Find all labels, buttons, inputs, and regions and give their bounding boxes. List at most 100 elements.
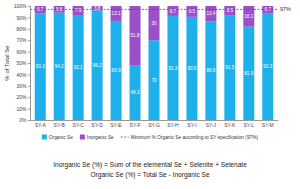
- tick-label: 70%: [16, 37, 27, 43]
- tick: SY-B: [54, 120, 66, 128]
- data-label: 96.2: [93, 63, 102, 68]
- tick-mark: [28, 86, 30, 87]
- data-label: 93.3: [263, 64, 272, 69]
- bar: [130, 6, 141, 65]
- bar: [130, 65, 141, 120]
- bar: [54, 13, 65, 120]
- tick-mark: [28, 29, 30, 30]
- legend-swatch: [121, 137, 129, 138]
- data-label: 93.3: [36, 64, 45, 69]
- legend-item: Organic Se: [42, 135, 73, 140]
- tick: 0%: [19, 117, 30, 123]
- tick-label: SY-A: [35, 122, 47, 128]
- data-label: 8.5: [227, 8, 234, 13]
- data-label: 51.8: [131, 33, 140, 38]
- tick: SY-L: [243, 120, 254, 128]
- data-label: 6.7: [37, 7, 44, 12]
- reference-label: 97%: [280, 6, 291, 12]
- data-label: 13.1: [112, 11, 121, 16]
- bar: [243, 27, 254, 120]
- reference-line: [30, 9, 278, 10]
- tick-label: SY-E: [110, 122, 122, 128]
- bar: [73, 15, 84, 120]
- data-label: 9.5: [189, 9, 196, 14]
- tick: 80%: [16, 26, 30, 32]
- tick-mark: [28, 74, 30, 75]
- data-label: 18.1: [244, 14, 253, 19]
- bar: [35, 14, 46, 120]
- legend-label: Organic Se: [49, 135, 73, 140]
- bar: [205, 21, 216, 120]
- data-label: 48.2: [131, 90, 140, 95]
- data-labels: 93.394.292.196.286.948.27091.390.586.691…: [36, 6, 273, 95]
- data-label: 5.8: [56, 7, 63, 12]
- tick: SY-C: [72, 120, 84, 128]
- legend-swatch: [80, 135, 85, 140]
- tick-label: SY-I: [187, 122, 196, 128]
- data-label: 91.3: [168, 66, 177, 71]
- tick-label: 90%: [16, 15, 27, 21]
- tick: 30%: [16, 83, 30, 89]
- bar: [92, 10, 103, 120]
- data-label: 81.9: [244, 71, 253, 76]
- bar: [111, 21, 122, 120]
- bar: [111, 6, 122, 21]
- bars: [30, 6, 278, 120]
- note: Organic Se (%) = Total Se - Inorganic Se: [90, 171, 210, 179]
- tick: SY-K: [224, 120, 236, 128]
- chart: 93.394.292.196.286.948.27091.390.586.691…: [0, 0, 300, 189]
- plot: 93.394.292.196.286.948.27091.390.586.691…: [14, 3, 291, 127]
- bar: [186, 17, 197, 120]
- tick-label: 40%: [16, 72, 27, 78]
- data-label: 86.9: [112, 68, 121, 73]
- tick: SY-G: [148, 120, 160, 128]
- tick: SY-I: [187, 120, 196, 128]
- bar: [224, 6, 235, 16]
- bar: [149, 6, 160, 40]
- tick-label: SY-K: [224, 122, 236, 128]
- legend-label: Minimum % Organic Se according to SY spe…: [131, 135, 259, 140]
- tick: 40%: [16, 72, 30, 78]
- tick-mark: [28, 40, 30, 41]
- data-label: 13.4: [206, 11, 215, 16]
- tick: 70%: [16, 37, 30, 43]
- tick-label: SY-M: [262, 122, 274, 128]
- legend-label: Inorganic Se: [87, 135, 114, 140]
- tick-label: 50%: [16, 60, 27, 66]
- bar: [186, 6, 197, 17]
- bar: [167, 6, 178, 16]
- tick-label: SY-H: [167, 122, 179, 128]
- legend-swatch: [42, 135, 47, 140]
- bar: [73, 6, 84, 15]
- tick-mark: [28, 6, 30, 7]
- tick-label: SY-F: [130, 122, 141, 128]
- tick-label: 100%: [14, 3, 27, 9]
- tick: 60%: [16, 49, 30, 55]
- tick: SY-E: [110, 120, 122, 128]
- bar: [224, 16, 235, 120]
- bar: [205, 6, 216, 21]
- data-label: 86.6: [206, 68, 215, 73]
- tick-label: 10%: [16, 106, 27, 112]
- tick: SY-D: [91, 120, 103, 128]
- tick-label: 20%: [16, 94, 27, 100]
- legend-item: Inorganic Se: [80, 135, 114, 140]
- tick-label: SY-L: [243, 122, 254, 128]
- tick-label: SY-J: [206, 122, 217, 128]
- data-label: 30: [151, 21, 157, 26]
- data-label: 92.1: [74, 65, 83, 70]
- tick: SY-A: [35, 120, 47, 128]
- legend-item: Minimum % Organic Se according to SY spe…: [121, 135, 259, 140]
- tick-label: SY-D: [91, 122, 103, 128]
- x-axis: SY-A SY-B SY-C SY-D SY-E SY-F SY-G SY-H SY-I SY-J…: [31, 120, 279, 128]
- data-label: 3.8: [94, 6, 101, 11]
- tick-mark: [28, 17, 30, 18]
- tick: SY-F: [130, 120, 141, 128]
- axis-title: % of Total Se: [4, 45, 10, 81]
- data-label: 70: [151, 78, 157, 83]
- tick-label: 0%: [19, 117, 27, 123]
- series: [35, 6, 274, 65]
- tick: 100%: [14, 3, 30, 9]
- data-label: 8.7: [170, 9, 177, 14]
- tick-label: 30%: [16, 83, 27, 89]
